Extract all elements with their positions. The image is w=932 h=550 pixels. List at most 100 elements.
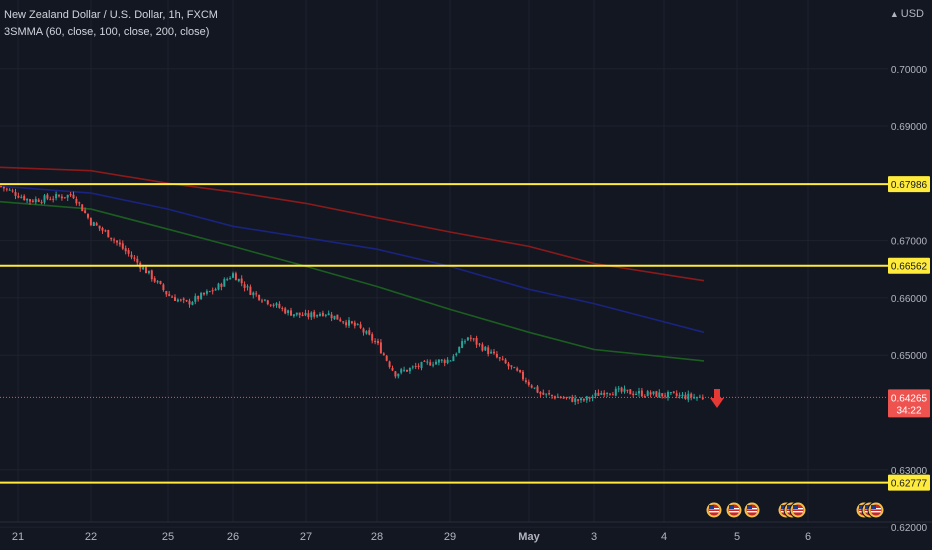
candle-body bbox=[316, 314, 319, 317]
candle-body bbox=[658, 392, 661, 398]
candle-body bbox=[562, 397, 565, 399]
candle-body bbox=[443, 360, 446, 364]
us-flag-icon[interactable] bbox=[705, 501, 723, 519]
candle-body bbox=[623, 388, 626, 392]
candle-body bbox=[2, 186, 5, 189]
candle-body bbox=[278, 303, 281, 308]
symbol-title[interactable]: New Zealand Dollar / U.S. Dollar, 1h, FX… bbox=[4, 9, 218, 21]
candle-body bbox=[127, 250, 130, 254]
candle-body bbox=[435, 361, 437, 365]
candle-body bbox=[269, 304, 272, 306]
candle-body bbox=[690, 393, 693, 398]
candle-body bbox=[84, 210, 87, 214]
candle-body bbox=[530, 385, 533, 388]
time-tick-label: 28 bbox=[371, 531, 383, 543]
candle-body bbox=[652, 391, 655, 394]
candle-body bbox=[321, 312, 324, 316]
candle-body bbox=[153, 278, 156, 282]
candle-body bbox=[588, 397, 591, 399]
candle-body bbox=[458, 346, 461, 353]
price-tick-label: 0.66000 bbox=[891, 294, 928, 305]
candle-body bbox=[580, 398, 582, 401]
candle-body bbox=[49, 199, 52, 201]
candle-body bbox=[669, 392, 672, 394]
time-tick-label: 4 bbox=[661, 531, 667, 543]
candle-body bbox=[371, 334, 374, 341]
candle-body bbox=[417, 365, 420, 367]
candle-body bbox=[95, 223, 98, 226]
candle-body bbox=[429, 362, 432, 366]
candle-body bbox=[40, 202, 43, 204]
time-tick-label: 27 bbox=[300, 531, 312, 543]
candle-body bbox=[391, 367, 394, 371]
us-flag-icon[interactable] bbox=[867, 501, 885, 519]
candle-body bbox=[298, 312, 301, 316]
candle-body bbox=[81, 204, 84, 212]
candle-body bbox=[133, 257, 136, 259]
candle-body bbox=[272, 304, 275, 306]
candle-body bbox=[620, 387, 623, 392]
caret-up-icon: ▲ bbox=[889, 9, 899, 19]
candle-body bbox=[426, 361, 429, 363]
candle-body bbox=[687, 393, 690, 400]
indicator-label[interactable]: 3SMMA (60, close, 100, close, 200, close… bbox=[4, 26, 210, 38]
candle-body bbox=[377, 341, 379, 344]
candle-body bbox=[350, 321, 353, 324]
candle-body bbox=[684, 394, 687, 399]
candle-body bbox=[156, 281, 159, 283]
candle-body bbox=[667, 392, 669, 398]
candle-body bbox=[327, 313, 330, 316]
chart-legend[interactable]: New Zealand Dollar / U.S. Dollar, 1h, FX… bbox=[4, 7, 218, 41]
price-tick-label: 0.67000 bbox=[891, 237, 928, 248]
us-flag-icon[interactable] bbox=[725, 501, 743, 519]
candle-body bbox=[142, 267, 145, 270]
candle-body bbox=[287, 310, 290, 313]
candle-body bbox=[368, 330, 371, 335]
candle-body bbox=[5, 188, 8, 190]
us-flag-icon[interactable] bbox=[743, 501, 761, 519]
price-axis[interactable]: 0.70000 0.69000 0.67000 0.66000 0.65000 0.630… bbox=[891, 65, 928, 534]
time-axis[interactable]: 21 22 25 26 27 28 29 May 3 4 5 6 bbox=[0, 521, 932, 543]
us-flag-icon[interactable] bbox=[789, 501, 807, 519]
candle-body bbox=[594, 392, 597, 396]
candle-body bbox=[516, 368, 519, 371]
candle-body bbox=[432, 364, 435, 366]
last-price-tag bbox=[888, 389, 930, 418]
candle-body bbox=[420, 362, 423, 369]
candle-body bbox=[182, 298, 185, 300]
level-price-tag bbox=[888, 257, 930, 274]
time-tick-label: May bbox=[518, 531, 540, 543]
candle-body bbox=[681, 394, 684, 396]
candle-body bbox=[548, 393, 551, 395]
candle-body bbox=[60, 196, 63, 199]
candle-body bbox=[379, 342, 382, 354]
candle-body bbox=[365, 331, 368, 334]
candle-body bbox=[118, 242, 121, 245]
candle-body bbox=[179, 299, 182, 301]
candle-body bbox=[52, 198, 55, 200]
candle-body bbox=[362, 328, 365, 333]
time-tick-label: 3 bbox=[591, 531, 597, 543]
candle-body bbox=[78, 202, 81, 204]
time-tick-label: 6 bbox=[805, 531, 811, 543]
candle-body bbox=[597, 392, 600, 396]
candle-body bbox=[385, 355, 388, 361]
candle-body bbox=[275, 303, 278, 306]
candle-body bbox=[69, 194, 72, 196]
candle-body bbox=[603, 392, 606, 395]
economic-events[interactable] bbox=[705, 501, 885, 519]
candle-body bbox=[403, 369, 406, 371]
price-tick-label: 0.62000 bbox=[891, 523, 928, 534]
candles bbox=[0, 185, 704, 405]
candle-body bbox=[504, 359, 507, 364]
candle-body bbox=[17, 195, 20, 198]
candle-body bbox=[632, 393, 635, 396]
candle-body bbox=[229, 278, 232, 280]
candle-body bbox=[646, 391, 649, 397]
candle-body bbox=[495, 353, 498, 358]
candle-body bbox=[284, 308, 287, 314]
currency-selector[interactable]: ▲ USD bbox=[890, 8, 924, 20]
candle-body bbox=[342, 321, 345, 323]
